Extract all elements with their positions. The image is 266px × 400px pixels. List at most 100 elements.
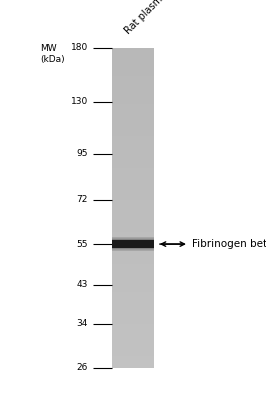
Text: Rat plasma: Rat plasma [123,0,169,36]
Bar [112,68,154,72]
Bar [112,208,154,212]
Bar [112,240,154,248]
Bar [112,242,154,246]
Bar [112,239,154,249]
Bar [112,60,154,64]
Bar [112,216,154,220]
Bar [112,184,154,188]
Bar [112,252,154,256]
Bar [112,239,154,250]
Bar [112,242,154,246]
Bar [112,284,154,288]
Bar [112,88,154,92]
Bar [112,292,154,296]
Bar [112,232,154,236]
Bar [112,212,154,216]
Bar [112,196,154,200]
Bar [112,100,154,104]
Bar [112,352,154,356]
Bar [112,144,154,148]
Bar [112,332,154,336]
Bar [112,152,154,156]
Bar [112,268,154,272]
Bar [112,276,154,280]
Bar [112,76,154,80]
Bar [112,112,154,116]
Bar [112,256,154,260]
Bar [112,296,154,300]
Bar [112,308,154,312]
Bar [112,224,154,228]
Bar [112,204,154,208]
Bar [112,240,154,248]
Bar [112,320,154,324]
Bar [112,172,154,176]
Bar [112,240,154,248]
Bar [112,176,154,180]
Bar [112,80,154,84]
Bar [112,316,154,320]
Bar [112,312,154,316]
Bar [112,188,154,192]
Text: 43: 43 [76,280,88,289]
Bar [112,272,154,276]
Bar [112,248,154,252]
Bar [112,56,154,60]
Bar [112,238,154,251]
Bar [112,336,154,340]
Text: 55: 55 [76,240,88,248]
Text: MW
(kDa): MW (kDa) [40,44,65,64]
Bar [112,364,154,368]
Bar [112,120,154,124]
Bar [112,168,154,172]
Text: 26: 26 [76,364,88,372]
Bar [112,228,154,232]
Bar [112,160,154,164]
Text: 95: 95 [76,149,88,158]
Text: 180: 180 [70,44,88,52]
Text: Fibrinogen beta: Fibrinogen beta [192,239,266,249]
Bar [112,200,154,204]
Bar [112,48,154,52]
Bar [112,244,154,248]
Bar [112,328,154,332]
Bar [112,64,154,68]
Bar [112,300,154,304]
Bar [112,164,154,168]
Bar [112,348,154,352]
Bar [112,84,154,88]
Bar [112,304,154,308]
Bar [112,52,154,56]
Bar [112,360,154,364]
Bar [112,340,154,344]
Bar [112,132,154,136]
Bar [112,241,154,247]
Bar [112,238,154,250]
Bar [112,288,154,292]
Bar [112,324,154,328]
Bar [112,116,154,120]
Bar [112,243,154,245]
Bar [112,148,154,152]
Bar [112,128,154,132]
Bar [112,136,154,140]
Bar [112,236,154,240]
Bar [112,220,154,224]
Bar [112,96,154,100]
Bar [112,104,154,108]
Bar [112,280,154,284]
Bar [112,244,154,245]
Bar [112,264,154,268]
Bar [112,140,154,144]
Bar [112,180,154,184]
Bar [112,156,154,160]
Text: 34: 34 [76,319,88,328]
Bar [112,356,154,360]
Bar [112,124,154,128]
Text: 130: 130 [70,97,88,106]
Bar [112,260,154,264]
Bar [112,192,154,196]
Text: 72: 72 [76,195,88,204]
Bar [112,108,154,112]
Bar [112,240,154,244]
